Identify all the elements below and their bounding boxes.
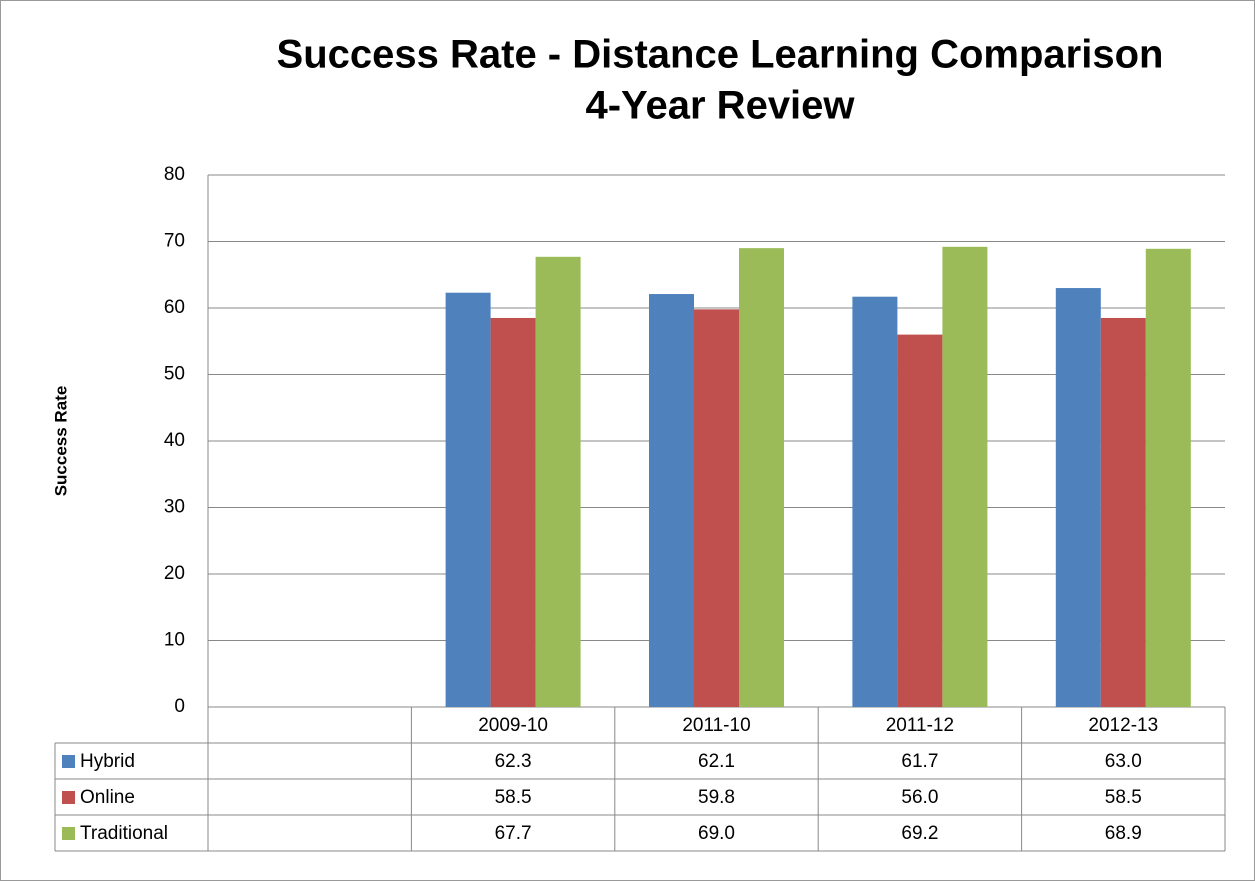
table-value: 59.8 (698, 787, 735, 808)
bar (739, 248, 784, 707)
x-tick-label: 2012-13 (1088, 715, 1158, 736)
table-value: 62.1 (698, 751, 735, 772)
bar (897, 334, 943, 707)
bar (649, 294, 694, 707)
x-tick-label: 2011-10 (682, 715, 750, 736)
y-tick-label: 50 (164, 364, 185, 385)
y-tick-label: 40 (164, 430, 185, 451)
bar (1145, 248, 1191, 707)
bar (852, 296, 898, 707)
legend-key (62, 755, 75, 768)
table-value: 69.0 (698, 823, 735, 844)
bar (694, 309, 739, 707)
legend-label: Online (80, 787, 135, 808)
bar (535, 256, 581, 707)
chart-subtitle: 4-Year Review (585, 84, 855, 128)
table-value: 58.5 (1105, 787, 1142, 808)
table-value: 63.0 (1105, 751, 1142, 772)
y-tick-label: 80 (164, 164, 185, 185)
y-tick-label: 20 (164, 563, 185, 584)
y-tick-label: 70 (164, 231, 185, 252)
bar (942, 246, 988, 707)
x-tick-label: 2009-10 (478, 715, 548, 736)
legend-key (62, 827, 75, 840)
table-value: 68.9 (1105, 823, 1142, 844)
table-value: 61.7 (901, 751, 938, 772)
chart-title: Success Rate - Distance Learning Compari… (277, 33, 1164, 77)
bar (1055, 288, 1101, 707)
bar (490, 317, 536, 707)
table-value: 62.3 (495, 751, 532, 772)
table-value: 58.5 (495, 787, 532, 808)
y-tick-label: 10 (164, 630, 185, 651)
table-value: 67.7 (495, 823, 532, 844)
legend-label: Hybrid (80, 751, 135, 772)
legend-key (62, 791, 75, 804)
x-tick-label: 2011-12 (886, 715, 954, 736)
legend-label: Traditional (80, 823, 168, 844)
y-axis-title: Success Rate (51, 386, 70, 497)
table-value: 69.2 (901, 823, 938, 844)
table-value: 56.0 (901, 787, 938, 808)
bar (1100, 317, 1146, 707)
y-tick-label: 30 (164, 497, 185, 518)
bar (445, 292, 491, 707)
y-tick-label: 60 (164, 297, 185, 318)
y-tick-label: 0 (174, 696, 185, 717)
